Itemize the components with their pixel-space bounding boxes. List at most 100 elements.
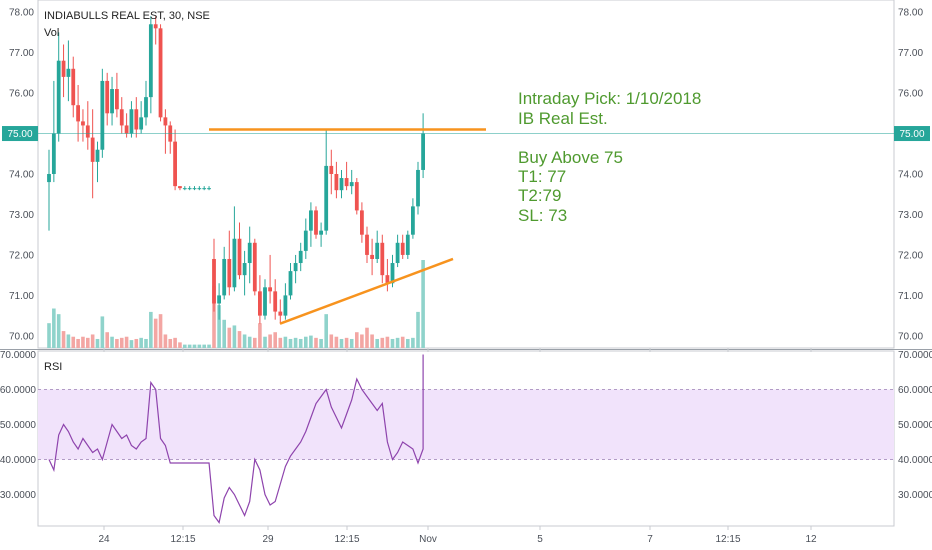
candle-body	[139, 117, 144, 130]
candle-body	[124, 125, 129, 134]
volume-bar	[139, 337, 143, 348]
volume-bar	[339, 338, 344, 348]
price-pane[interactable]	[37, 0, 895, 349]
candle-body	[247, 242, 252, 264]
candle-body	[278, 311, 283, 316]
candle-body	[421, 133, 425, 170]
candle-body	[309, 210, 313, 231]
candle-body	[212, 258, 216, 304]
candle-body	[349, 182, 354, 187]
volume-bar	[247, 336, 252, 348]
candle-body	[178, 186, 182, 189]
volume-bar	[71, 336, 76, 348]
candle-body	[90, 137, 95, 162]
candle-body	[207, 188, 211, 190]
volume-bar	[119, 337, 124, 348]
annotation-line-6[interactable]: SL: 73	[518, 206, 567, 225]
price-axis-right[interactable]: 70.00 71.00 72.00 73.00 74.00 75.00 76.00 77.00…	[898, 8, 923, 343]
volume-bar	[278, 337, 283, 348]
rsi-tick-label: 30.0000	[898, 490, 932, 501]
volume-bar	[90, 334, 95, 348]
volume-bar	[380, 337, 385, 348]
volume-bar	[411, 337, 415, 348]
candle-body	[390, 263, 395, 284]
candle-body	[153, 24, 158, 29]
candle-body	[365, 234, 369, 255]
volume-bar	[183, 344, 187, 348]
candle-body	[163, 117, 168, 126]
candle-body	[273, 291, 278, 312]
volume-bar	[344, 337, 349, 348]
candle-body	[380, 242, 385, 276]
volume-bar	[273, 332, 277, 348]
candle-body	[339, 178, 344, 191]
candle-body	[303, 230, 308, 251]
candle-body	[395, 242, 400, 264]
annotation-line-1[interactable]: Intraday Pick: 1/10/2018	[518, 89, 701, 108]
candle-body	[105, 80, 110, 114]
support-trendline[interactable]	[279, 257, 454, 325]
price-tick-label: 77.00	[898, 48, 923, 59]
candle-body	[329, 165, 334, 174]
volume-bar	[253, 337, 257, 348]
rsi-axis-right[interactable]: 30.0000 40.0000 50.0000 60.0000 70.0000	[898, 350, 932, 501]
annotation-line-2[interactable]: IB Real Est.	[518, 109, 608, 128]
volume-bar	[81, 336, 85, 348]
candle-body	[334, 174, 339, 191]
candle-body	[268, 287, 272, 292]
candle-body	[61, 60, 66, 77]
volume-label: Vol	[44, 27, 59, 39]
volume-bar	[115, 338, 119, 348]
candle-body	[411, 206, 415, 235]
volume-bar	[61, 331, 66, 348]
annotation-line-5[interactable]: T2:79	[518, 186, 561, 205]
candle-body	[173, 141, 177, 187]
annotation-line-3[interactable]: Buy Above 75	[518, 148, 623, 167]
candle-body	[237, 238, 242, 276]
volume-bar	[319, 338, 323, 348]
candle-body	[56, 60, 61, 134]
time-axis[interactable]: 24 12:15 29 12:15 Nov 5 7 12:15 12	[98, 534, 817, 545]
price-axis-left[interactable]: 70.00 71.00 72.00 73.00 74.00 75.00 76.00 77.00…	[9, 8, 34, 343]
candle-body	[283, 295, 288, 316]
candle-body	[293, 263, 298, 272]
rsi-tick-label: 60.0000	[0, 385, 36, 396]
volume-bar	[95, 338, 100, 348]
candle-body	[134, 109, 139, 130]
candle-body	[71, 68, 76, 106]
volume-bar	[370, 334, 374, 348]
candle-body	[288, 271, 293, 296]
candle-body	[197, 188, 202, 190]
volume-bar	[242, 334, 247, 348]
candle-body	[192, 188, 197, 190]
volume-bar	[324, 314, 328, 348]
candle-body	[232, 238, 237, 288]
price-tag-left: 75.00	[2, 126, 38, 142]
price-tick-label: 71.00	[9, 291, 34, 302]
rsi-tick-label: 50.0000	[0, 420, 36, 431]
volume-bar	[173, 337, 177, 348]
candle-body	[81, 121, 85, 126]
x-tick-label: 12:15	[170, 534, 195, 545]
volume-bar	[334, 336, 339, 348]
candle-body	[242, 263, 247, 276]
rsi-tick-label: 70.0000	[898, 350, 932, 361]
candle-body	[319, 230, 323, 235]
rsi-axis-left[interactable]: 30.0000 40.0000 50.0000 60.0000 70.0000	[0, 350, 36, 501]
price-tick-label: 74.00	[9, 170, 34, 181]
candle-body	[158, 28, 163, 118]
candle-body	[187, 188, 192, 190]
candle-body	[252, 242, 257, 292]
volume-bar	[314, 337, 318, 348]
rsi-tick-label: 30.0000	[0, 490, 36, 501]
candle-body	[115, 89, 119, 110]
price-tick-label: 76.00	[9, 89, 34, 100]
x-tick-label: 29	[262, 534, 274, 545]
candle-body	[100, 80, 105, 150]
volume-bar	[385, 336, 390, 348]
annotation-line-4[interactable]: T1: 77	[518, 167, 566, 186]
volume-bar	[258, 323, 262, 348]
volume-bar	[416, 311, 420, 348]
volume-bar	[406, 338, 410, 348]
